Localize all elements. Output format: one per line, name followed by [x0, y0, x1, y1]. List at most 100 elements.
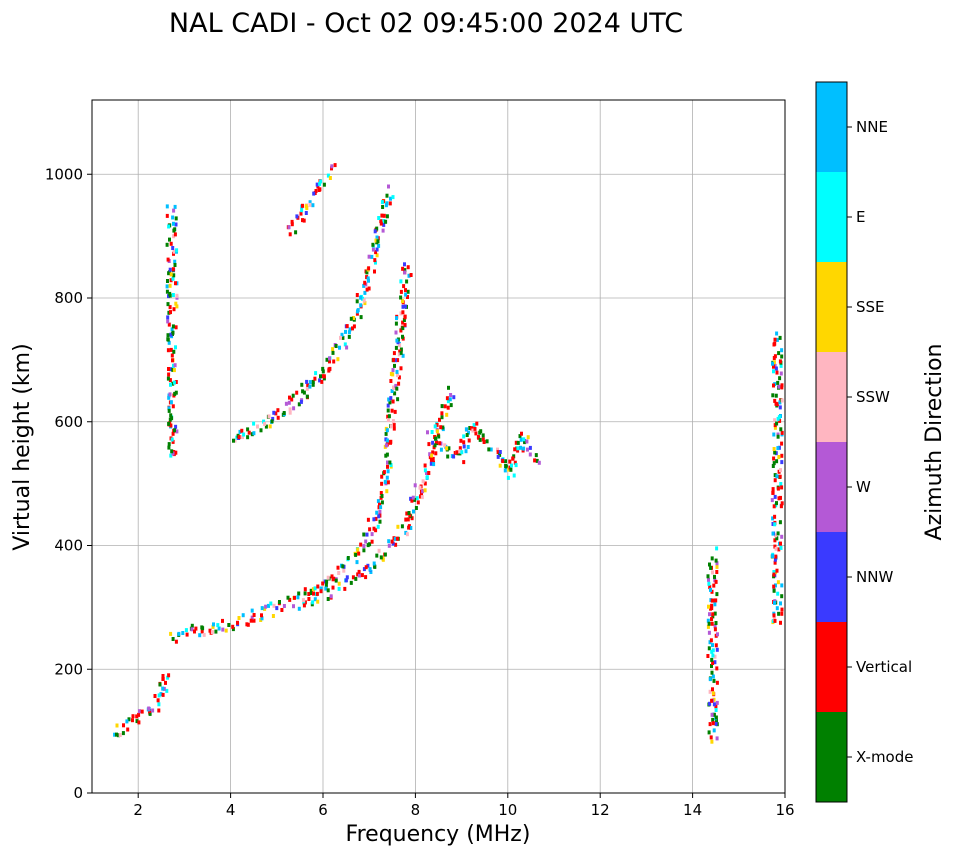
echo-mark	[236, 620, 239, 625]
echo-mark	[710, 670, 714, 675]
echo-mark	[775, 606, 779, 611]
echo-mark	[167, 372, 171, 377]
echo-mark	[710, 664, 713, 668]
echo-mark	[415, 496, 419, 501]
echo-mark	[171, 215, 175, 220]
echo-mark	[779, 504, 783, 509]
echo-mark	[391, 399, 395, 404]
echo-mark	[482, 440, 486, 444]
echo-mark	[778, 400, 782, 405]
echo-mark	[778, 335, 782, 340]
echo-mark	[773, 557, 777, 562]
echo-mark	[259, 428, 263, 433]
echo-mark	[300, 382, 304, 387]
echo-mark	[339, 335, 342, 340]
echo-mark	[165, 213, 169, 218]
echo-mark	[376, 524, 380, 529]
echo-mark	[526, 447, 529, 452]
echo-mark	[711, 612, 715, 617]
echo-mark	[773, 337, 777, 342]
echo-mark	[440, 411, 444, 416]
echo-mark	[340, 332, 344, 337]
echo-mark	[167, 445, 171, 450]
echo-mark	[513, 447, 517, 452]
echo-mark	[773, 418, 777, 423]
echo-mark	[715, 647, 719, 652]
echo-mark	[522, 437, 526, 442]
echo-mark	[161, 674, 165, 678]
echo-mark	[382, 470, 386, 475]
echo-mark	[303, 587, 307, 592]
echo-mark	[399, 328, 403, 333]
echo-mark	[776, 531, 780, 536]
echo-mark	[775, 337, 779, 342]
echo-mark	[772, 504, 776, 509]
echo-mark	[406, 517, 410, 522]
echo-mark	[324, 586, 328, 591]
echo-mark	[359, 295, 363, 300]
echo-mark	[252, 613, 256, 617]
echo-mark	[167, 408, 171, 413]
echo-mark	[325, 579, 329, 584]
echo-mark	[170, 353, 174, 358]
echo-mark	[364, 539, 368, 544]
echo-mark	[715, 666, 719, 671]
echo-mark	[771, 393, 775, 398]
echo-mark	[775, 474, 779, 479]
echo-mark	[420, 495, 424, 500]
echo-mark	[447, 446, 451, 451]
echo-mark	[171, 637, 175, 641]
echo-mark	[394, 330, 398, 335]
echo-mark	[208, 628, 212, 633]
colorbar-tick-label: W	[856, 478, 871, 496]
echo-mark	[271, 416, 275, 421]
echo-mark	[358, 573, 361, 578]
echo-mark	[316, 584, 320, 589]
echo-mark	[773, 560, 777, 565]
echo-mark	[171, 276, 175, 281]
echo-mark	[707, 577, 710, 582]
echo-mark	[394, 542, 398, 547]
echo-mark	[467, 438, 471, 443]
echo-mark	[429, 461, 433, 466]
echo-mark	[172, 273, 176, 278]
echo-mark	[249, 618, 253, 623]
colorbar-segment	[816, 82, 847, 172]
echo-mark	[303, 600, 307, 605]
echo-mark	[443, 443, 447, 448]
echo-mark	[776, 580, 780, 585]
echo-mark	[173, 204, 177, 209]
echo-mark	[168, 291, 172, 296]
echo-mark	[514, 463, 518, 468]
echo-mark	[304, 204, 308, 209]
echo-mark	[715, 592, 719, 597]
colorbar-segment	[816, 352, 847, 442]
echo-mark	[380, 481, 384, 486]
echo-mark	[175, 293, 179, 298]
colorbar: X-mode Vertical NNW W SSW SSE E NNE	[815, 81, 913, 803]
echo-mark	[311, 600, 315, 605]
echo-mark	[396, 397, 400, 402]
echo-mark	[487, 447, 491, 452]
x-tick-label: 8	[411, 801, 421, 819]
echo-mark	[716, 632, 719, 637]
echo-mark	[506, 475, 510, 480]
echo-mark	[714, 579, 718, 584]
echo-mark	[777, 415, 781, 420]
echo-mark	[774, 393, 778, 398]
echo-mark	[173, 391, 177, 396]
echo-mark	[435, 429, 439, 434]
echo-mark	[169, 631, 173, 636]
echo-mark	[431, 450, 435, 455]
echo-mark	[172, 380, 176, 385]
echo-mark	[776, 446, 780, 451]
echo-mark	[359, 303, 363, 308]
echo-mark	[125, 719, 129, 724]
echo-mark	[126, 727, 130, 732]
echo-mark	[504, 464, 508, 468]
echo-mark	[773, 473, 777, 478]
echo-mark	[315, 591, 319, 596]
echo-mark	[362, 532, 366, 537]
echo-mark	[171, 358, 174, 363]
echo-mark	[715, 546, 719, 551]
